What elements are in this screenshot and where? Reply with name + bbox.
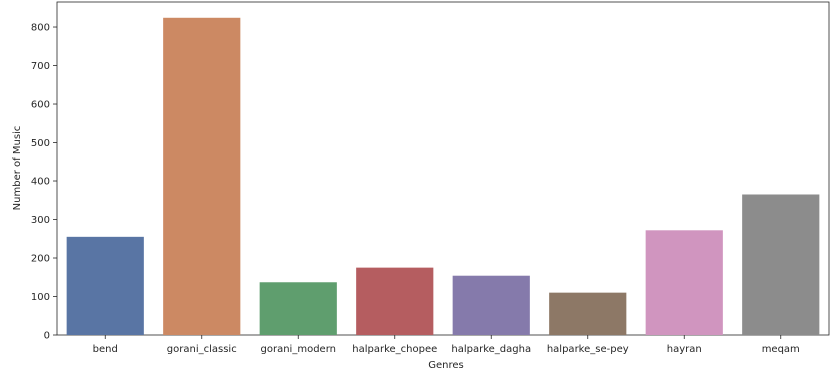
x-tick-label: halparke_chopee [352,344,437,355]
bar-halparke_dagha [452,275,530,335]
x-tick-label: meqam [762,344,800,355]
y-tick-label: 200 [31,254,50,265]
y-tick-label: 100 [31,292,50,303]
x-tick-label: gorani_modern [261,344,336,355]
y-tick-label: 400 [31,177,50,188]
bar-meqam [742,194,820,335]
y-axis-label: Number of Music [12,126,23,211]
y-axis: 0 100 200 300 400 500 600 700 800 [31,23,57,342]
bar-gorani_classic [163,17,241,336]
bars [66,17,820,336]
y-tick-label: 500 [31,138,50,149]
bar-halparke_chopee [356,267,434,335]
x-tick-label: gorani_classic [167,344,237,355]
x-axis-label: Genres [428,360,464,371]
x-tick-label: halparke_se-pey [547,344,629,355]
y-tick-label: 600 [31,100,50,111]
x-axis: bend gorani_classic gorani_modern halparke_… [93,335,800,355]
bar-hayran [645,230,723,335]
bar-gorani_modern [259,282,337,335]
plot-frame [56,1,830,336]
x-tick-label: hayran [667,344,702,355]
bar-bend [66,236,144,335]
y-tick-label: 700 [31,61,50,72]
x-tick-label: halparke_dagha [451,344,531,355]
y-tick-label: 800 [31,23,50,34]
plot-area [56,1,830,336]
y-tick-label: 0 [44,331,50,342]
bar-halparke_se-pey [549,292,627,335]
y-tick-label: 300 [31,215,50,226]
x-tick-label: bend [93,344,118,355]
